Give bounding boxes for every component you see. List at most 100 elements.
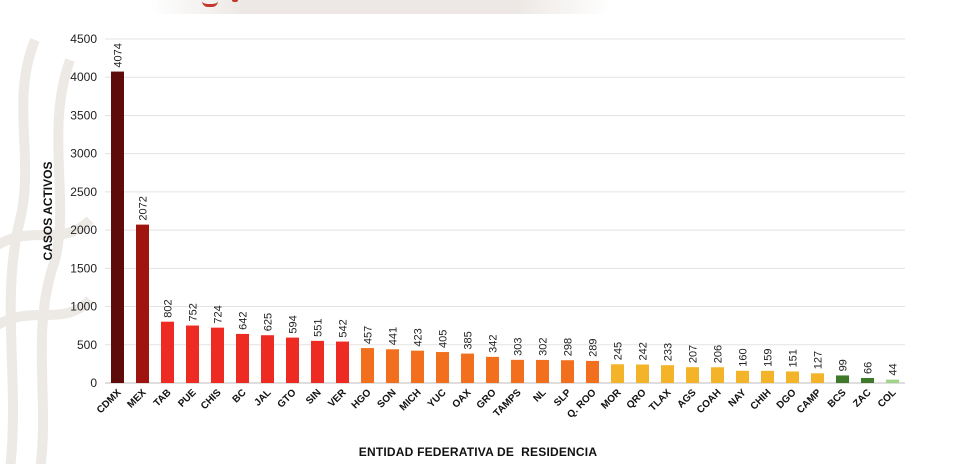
y-tick-label: 0	[90, 376, 97, 390]
data-label: 207	[688, 345, 700, 363]
category-label: COL	[876, 387, 899, 410]
data-label: 642	[238, 312, 250, 330]
category-label: CHIH	[749, 387, 774, 412]
data-label: 233	[663, 343, 675, 361]
category-label: MOR	[599, 387, 624, 412]
y-tick-label: 4500	[70, 32, 97, 46]
category-label: ZAC	[851, 387, 873, 409]
y-tick-label: 2500	[70, 185, 97, 199]
data-label: 551	[313, 319, 325, 337]
bar	[211, 327, 224, 383]
bar	[486, 356, 499, 383]
bar	[661, 365, 674, 383]
bar	[586, 360, 599, 383]
bar	[386, 349, 399, 383]
bar	[136, 224, 149, 383]
category-label: NL	[531, 387, 548, 404]
data-label: 342	[488, 334, 500, 352]
category-label: TAB	[152, 387, 174, 409]
bar	[686, 367, 699, 383]
bar	[161, 321, 174, 383]
bar	[411, 350, 424, 383]
category-label: TLAX	[647, 387, 673, 413]
bar	[536, 359, 549, 383]
y-axis-label: CASOS ACTIVOS	[41, 162, 55, 261]
data-label: 594	[288, 315, 300, 333]
header-fragment-dot	[232, 0, 238, 2]
data-labels: 4074 2072 802 752 724 642 625 594 551 542 457 441 42…	[113, 43, 900, 376]
bar	[786, 371, 799, 383]
data-label: 66	[863, 362, 875, 374]
category-label: OAX	[451, 387, 474, 410]
data-label: 99	[838, 359, 850, 371]
category-label: NAY	[727, 387, 749, 409]
data-label: 242	[638, 342, 650, 360]
y-tick-label: 3000	[70, 147, 97, 161]
data-label: 405	[438, 330, 450, 348]
data-label: 298	[563, 338, 575, 356]
bar	[436, 352, 449, 383]
data-label: 206	[713, 345, 725, 363]
data-label: 752	[188, 303, 200, 321]
y-tick-label: 4000	[70, 70, 97, 84]
data-label: 302	[538, 338, 550, 356]
category-label: SIN	[304, 387, 324, 407]
bar	[361, 348, 374, 383]
category-label: SON	[376, 387, 399, 410]
bar	[236, 333, 249, 383]
data-label: 423	[413, 328, 425, 346]
data-label: 802	[163, 299, 175, 317]
bar	[811, 373, 824, 383]
bar	[561, 360, 574, 383]
data-label: 441	[388, 327, 400, 345]
category-label: BCS	[826, 387, 849, 410]
category-label: MICH	[398, 387, 424, 413]
category-label: YUC	[426, 387, 449, 410]
bar	[111, 71, 124, 383]
y-tick-label: 2000	[70, 223, 97, 237]
category-label: PUE	[176, 387, 199, 410]
data-label: 159	[763, 348, 775, 366]
category-label: CAMP	[795, 387, 824, 416]
bar	[286, 337, 299, 383]
data-label: 724	[213, 305, 225, 323]
bar	[261, 335, 274, 383]
header-fragment	[202, 0, 218, 7]
data-label: 303	[513, 337, 525, 355]
y-tick-label: 3500	[70, 108, 97, 122]
data-label: 4074	[113, 43, 125, 67]
category-label: CDMX	[95, 387, 124, 416]
data-label: 151	[788, 349, 800, 367]
bars	[111, 71, 899, 383]
category-label: SLP	[552, 387, 574, 409]
bar	[636, 364, 649, 383]
bar	[511, 359, 524, 383]
data-label: 44	[888, 363, 900, 375]
data-label: 385	[463, 331, 475, 349]
bar	[186, 325, 199, 383]
category-label: CHIS	[199, 387, 224, 412]
bar	[336, 341, 349, 383]
data-label: 2072	[138, 196, 150, 220]
data-label: 245	[613, 342, 625, 360]
bar	[611, 364, 624, 383]
bar	[886, 379, 899, 383]
category-label: COAH	[695, 387, 724, 416]
y-tick-label: 1000	[70, 300, 97, 314]
data-label: 160	[738, 348, 750, 366]
data-label: 542	[338, 319, 350, 337]
category-label: QRO	[625, 387, 649, 411]
data-label: 289	[588, 339, 600, 357]
data-label: 457	[363, 326, 375, 344]
y-tick-label: 1500	[70, 261, 97, 275]
header-strip	[150, 0, 610, 14]
gridlines	[105, 38, 905, 384]
bar	[461, 353, 474, 383]
category-label: GTO	[276, 387, 299, 410]
category-label: MEX	[126, 387, 149, 410]
data-label: 625	[263, 313, 275, 331]
bar	[311, 340, 324, 383]
category-label: VER	[326, 387, 349, 410]
bar	[736, 370, 749, 383]
